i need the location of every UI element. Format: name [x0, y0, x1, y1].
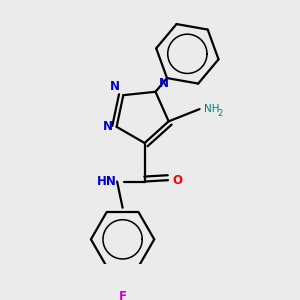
Text: N: N — [103, 120, 112, 133]
Text: O: O — [173, 174, 183, 187]
Text: 2: 2 — [218, 109, 223, 118]
Text: F: F — [118, 290, 127, 300]
Text: NH: NH — [204, 104, 219, 114]
Text: HN: HN — [97, 175, 116, 188]
Text: N: N — [110, 80, 120, 93]
Text: N: N — [159, 76, 169, 90]
